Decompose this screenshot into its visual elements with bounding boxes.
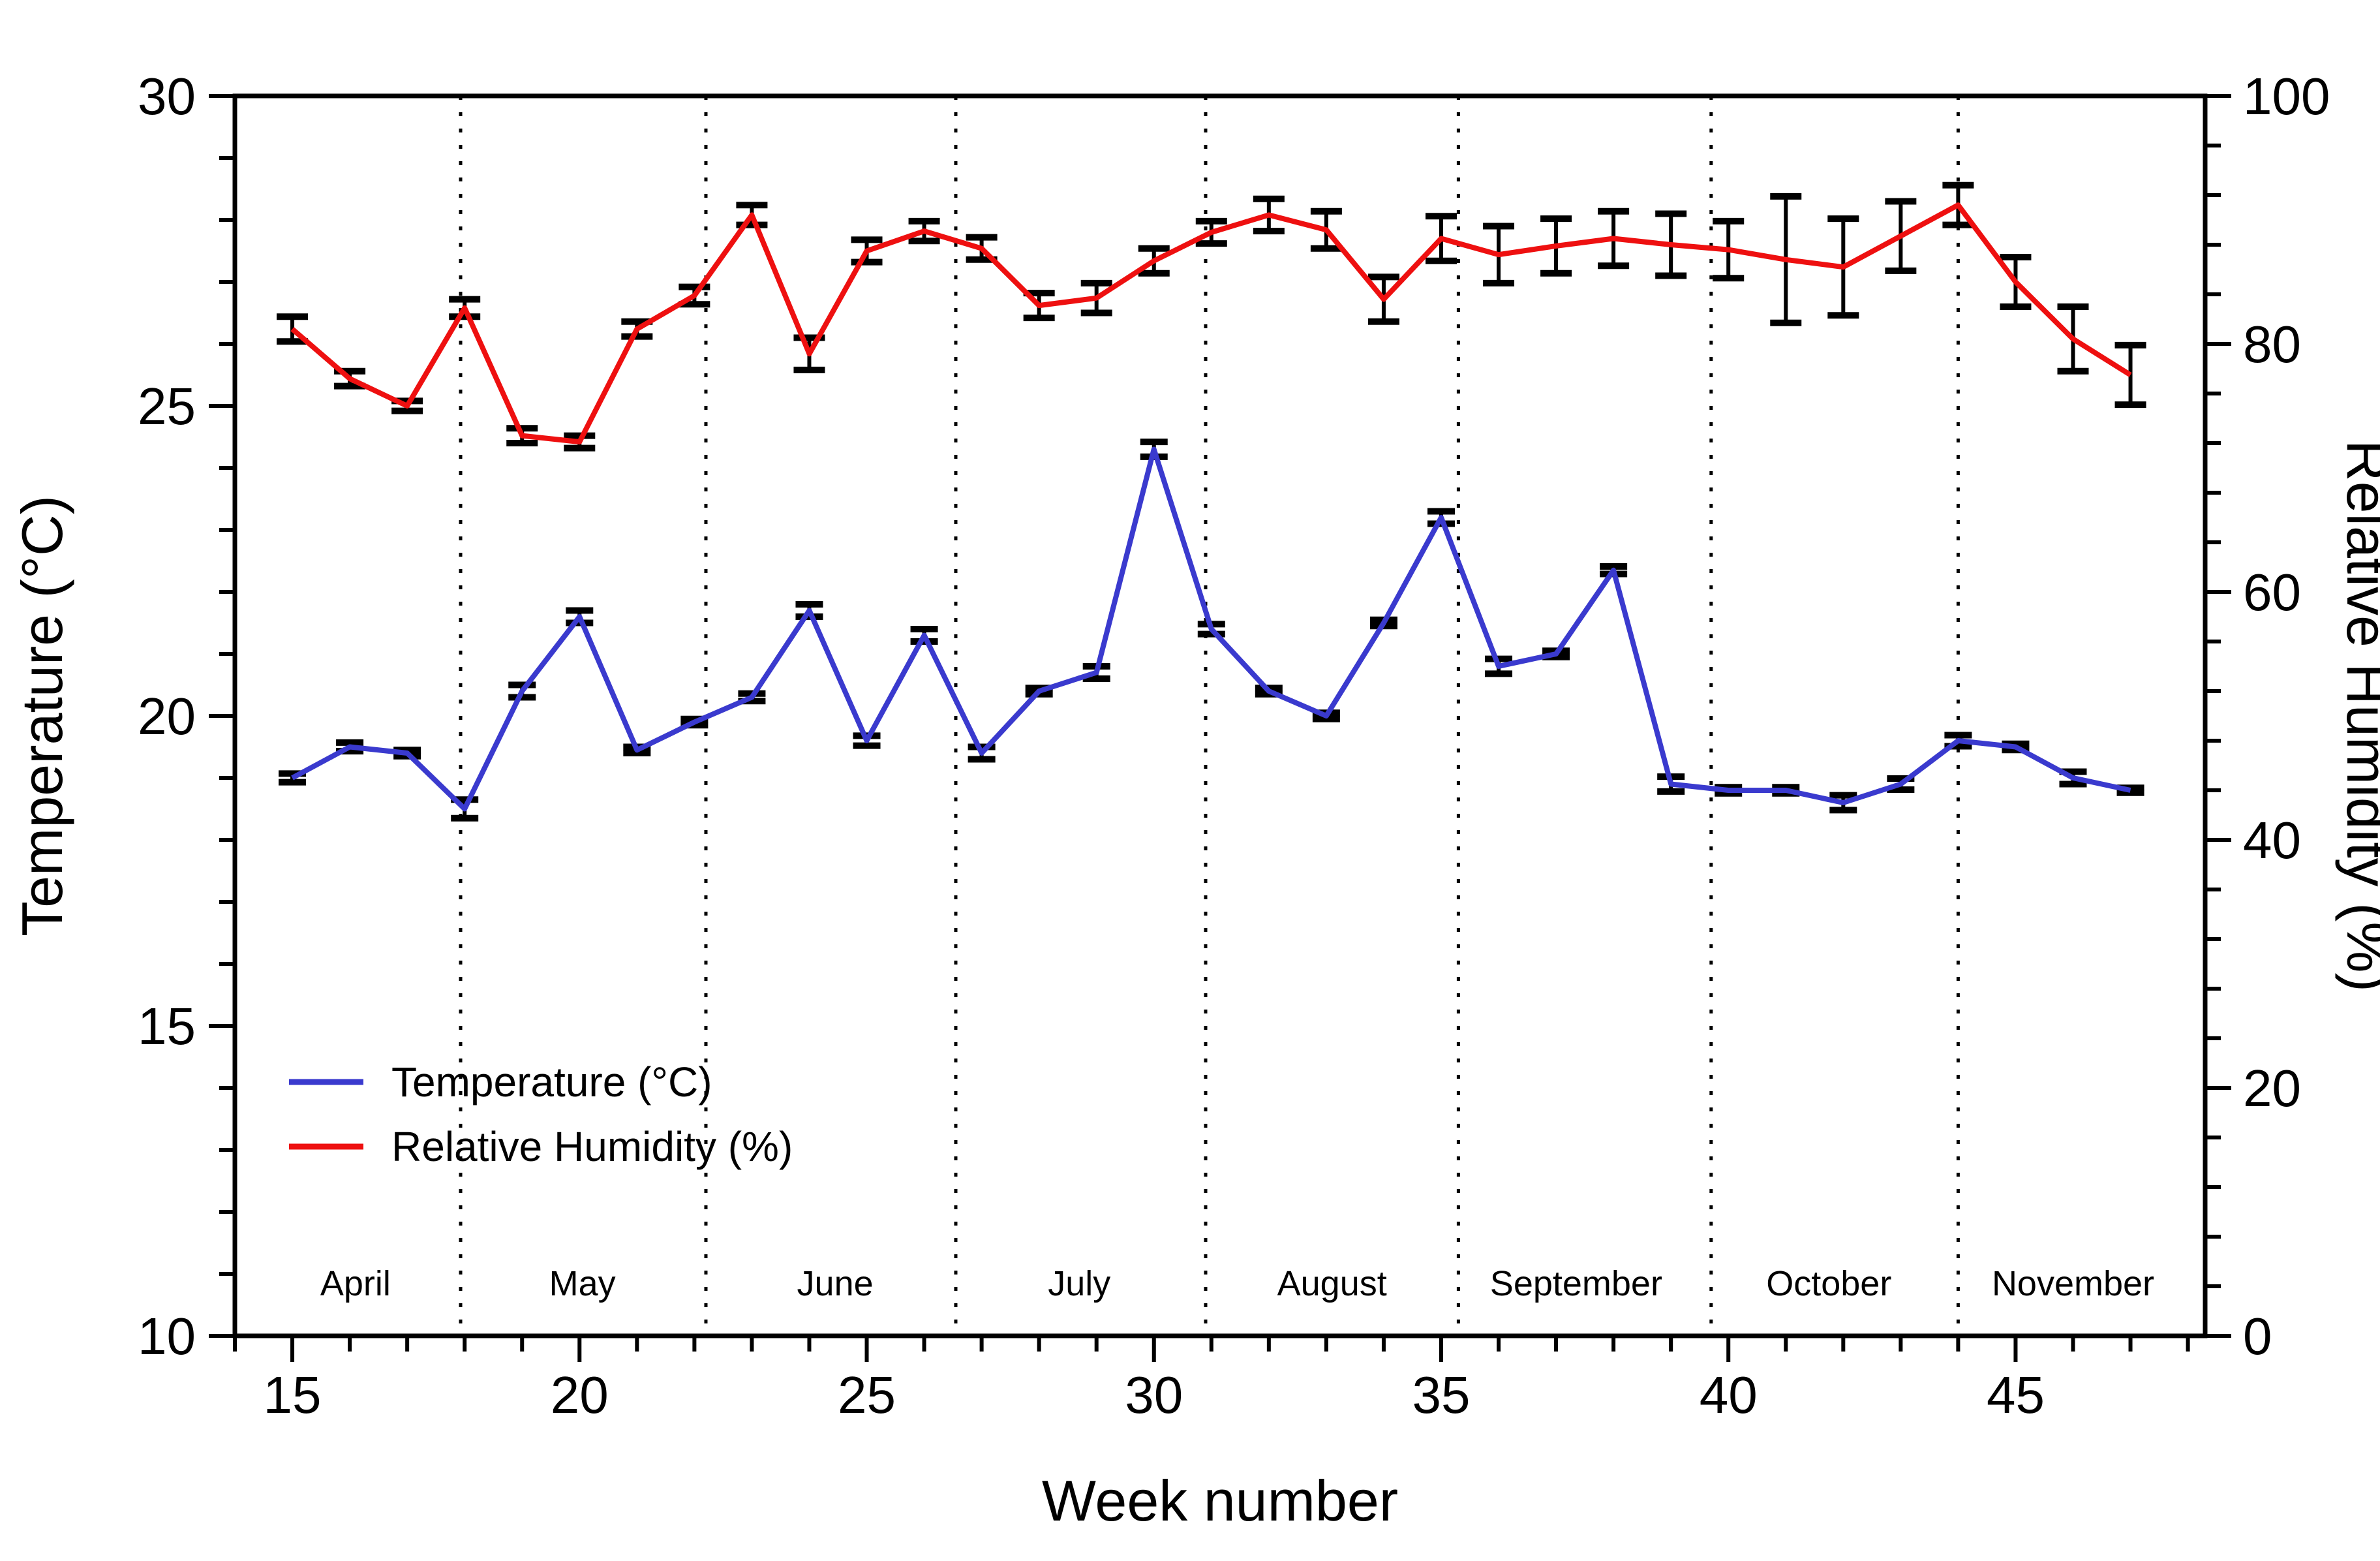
y-right-tick-label: 60 [2243, 563, 2301, 621]
month-label: June [797, 1264, 874, 1303]
y-right-tick-label: 80 [2243, 315, 2301, 373]
x-tick-label: 45 [1987, 1366, 2045, 1424]
x-tick-label: 35 [1412, 1366, 1470, 1424]
y-right-tick-label: 0 [2243, 1307, 2272, 1365]
y-left-tick-label: 15 [138, 997, 196, 1055]
x-tick-label: 20 [551, 1366, 609, 1424]
x-tick-label: 15 [264, 1366, 322, 1424]
y-right-tick-label: 100 [2243, 67, 2330, 125]
y-axis-title-left: Temperature (°C) [10, 495, 74, 936]
month-label: October [1766, 1264, 1891, 1303]
y-axis-title-right: Relative Humidity (%) [2335, 440, 2380, 992]
month-label: November [1992, 1264, 2154, 1303]
y-right-tick-label: 40 [2243, 811, 2301, 869]
y-left-tick-label: 30 [138, 67, 196, 125]
temperature-series-line [291, 446, 2131, 812]
x-tick-label: 25 [838, 1366, 896, 1424]
x-tick-label: 30 [1125, 1366, 1183, 1424]
month-label: May [549, 1264, 616, 1303]
x-axis-title: Week number [1042, 1468, 1398, 1533]
humidity-series-line [290, 202, 2132, 445]
month-label: September [1490, 1264, 1662, 1303]
legend-label-humidity: Relative Humidity (%) [391, 1123, 793, 1170]
month-label: August [1277, 1264, 1387, 1303]
month-label: April [320, 1264, 391, 1303]
month-label: July [1048, 1264, 1110, 1303]
legend: Temperature (°C) Relative Humidity (%) [289, 1059, 793, 1170]
y-right-tick-label: 20 [2243, 1059, 2301, 1117]
legend-label-temperature: Temperature (°C) [391, 1059, 712, 1105]
y-left-tick-label: 10 [138, 1307, 196, 1365]
y-left-tick-label: 25 [138, 377, 196, 435]
x-tick-label: 40 [1700, 1366, 1758, 1424]
y-left-tick-label: 20 [138, 687, 196, 745]
chart-generated-content: April May June July August September October No… [138, 67, 2330, 1424]
